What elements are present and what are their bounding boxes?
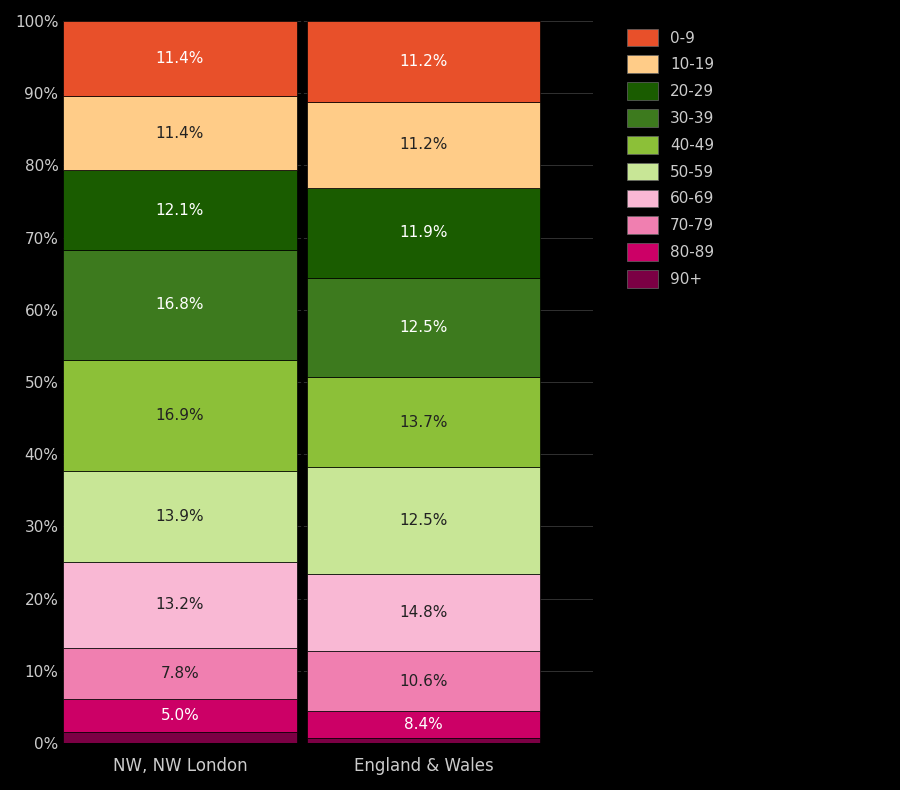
Bar: [307, 467, 540, 574]
Bar: [63, 96, 296, 171]
Bar: [63, 359, 296, 471]
Text: 7.8%: 7.8%: [160, 666, 199, 681]
Text: 12.5%: 12.5%: [400, 514, 448, 529]
Bar: [63, 648, 296, 699]
Bar: [63, 171, 296, 250]
Text: 8.4%: 8.4%: [404, 717, 443, 732]
Text: 11.4%: 11.4%: [156, 126, 204, 141]
Text: 13.7%: 13.7%: [400, 415, 448, 430]
Bar: [63, 699, 296, 732]
Bar: [307, 21, 540, 102]
Bar: [307, 102, 540, 188]
Bar: [307, 574, 540, 651]
Bar: [307, 377, 540, 467]
Legend: 0-9, 10-19, 20-29, 30-39, 40-49, 50-59, 60-69, 70-79, 80-89, 90+: 0-9, 10-19, 20-29, 30-39, 40-49, 50-59, …: [627, 28, 715, 288]
Bar: [307, 711, 540, 738]
Bar: [63, 471, 296, 562]
Text: 16.8%: 16.8%: [156, 297, 204, 312]
Bar: [63, 250, 296, 359]
Bar: [307, 188, 540, 278]
Text: 10.6%: 10.6%: [400, 674, 448, 689]
Text: 16.9%: 16.9%: [156, 408, 204, 423]
Bar: [63, 21, 296, 96]
Bar: [307, 278, 540, 377]
Bar: [63, 562, 296, 648]
Text: 14.8%: 14.8%: [400, 605, 448, 620]
Text: 11.9%: 11.9%: [400, 225, 448, 240]
Text: 13.9%: 13.9%: [156, 509, 204, 524]
Text: 13.2%: 13.2%: [156, 597, 204, 612]
Bar: [307, 738, 540, 743]
Text: 11.2%: 11.2%: [400, 54, 448, 69]
Text: 5.0%: 5.0%: [160, 708, 199, 723]
Text: 11.4%: 11.4%: [156, 51, 204, 66]
Text: 11.2%: 11.2%: [400, 137, 448, 152]
Text: 12.1%: 12.1%: [156, 202, 204, 217]
Bar: [307, 651, 540, 711]
Bar: [63, 732, 296, 743]
Text: 12.5%: 12.5%: [400, 320, 448, 335]
